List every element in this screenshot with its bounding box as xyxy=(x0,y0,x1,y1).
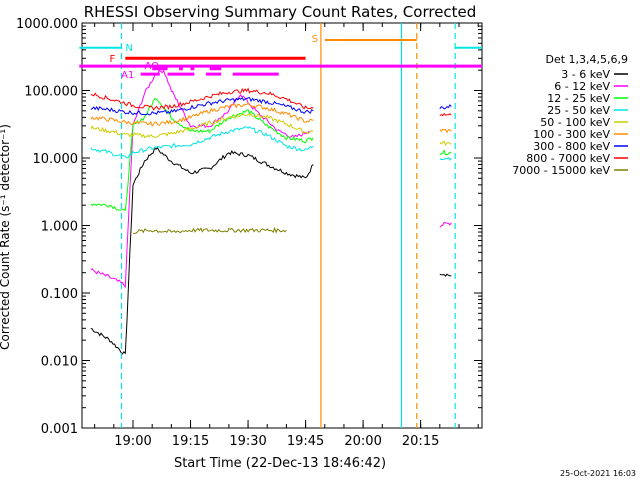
flag-overlays: N S F AO A1 xyxy=(79,23,482,428)
legend-label: 6 - 12 keV xyxy=(554,80,610,93)
flag-n-label: N xyxy=(125,43,132,54)
x-tick-label: 19:15 xyxy=(172,434,209,449)
flag-ao-label: AO xyxy=(145,61,160,72)
y-tick-label: 0.100 xyxy=(41,287,78,302)
x-axis-label: Start Time (22-Dec-13 18:46:42) xyxy=(174,456,386,471)
series-line xyxy=(90,87,314,111)
y-tick-label: 0.010 xyxy=(41,355,78,370)
series-line xyxy=(132,226,287,234)
legend-label: 50 - 100 keV xyxy=(540,116,610,129)
flag-f-label: F xyxy=(110,54,116,65)
series-line xyxy=(439,273,452,277)
data-series xyxy=(90,69,452,355)
series-line xyxy=(439,156,452,161)
series-1 xyxy=(90,69,452,289)
legend-label: 3 - 6 keV xyxy=(561,68,610,81)
flag-s-label: S xyxy=(312,34,318,45)
y-tick-label: 100.000 xyxy=(24,85,78,100)
x-tick-label: 19:45 xyxy=(287,434,324,449)
x-tick-label: 20:15 xyxy=(402,434,439,449)
x-tick-label: 20:00 xyxy=(344,434,381,449)
series-6 xyxy=(90,96,452,116)
series-line xyxy=(439,104,452,110)
series-7 xyxy=(90,87,452,117)
series-line xyxy=(90,112,314,139)
series-line xyxy=(439,140,452,147)
series-line xyxy=(90,147,314,355)
series-line xyxy=(439,149,452,156)
y-axis-label: Corrected Count Rate (s⁻¹ detector⁻¹) xyxy=(0,124,12,350)
flag-a1-label: A1 xyxy=(121,70,134,81)
x-tick-label: 19:00 xyxy=(114,434,151,449)
y-tick-label: 0.001 xyxy=(41,422,78,437)
series-4 xyxy=(90,112,452,147)
y-tick-label: 10.000 xyxy=(33,152,79,167)
legend-label: 12 - 25 keV xyxy=(547,92,610,105)
y-tick-label: 1000.000 xyxy=(16,17,78,32)
series-line xyxy=(439,221,452,228)
series-line xyxy=(439,128,452,134)
legend-label: 300 - 800 keV xyxy=(533,140,610,153)
chart-title: RHESSI Observing Summary Count Rates, Co… xyxy=(84,3,477,21)
footer-date: 25-Oct-2021 16:03 xyxy=(560,469,636,478)
y-tick-label: 1.000 xyxy=(41,220,78,235)
series-line xyxy=(439,112,452,117)
series-2 xyxy=(90,98,452,212)
legend-label: 7000 - 15000 keV xyxy=(512,164,610,177)
series-line xyxy=(90,96,314,116)
series-0 xyxy=(90,147,452,355)
legend-label: 800 - 7000 keV xyxy=(526,152,610,165)
legend-title: Det 1,3,4,5,6,9 xyxy=(545,53,628,66)
series-3 xyxy=(90,126,452,161)
series-line xyxy=(90,102,314,127)
series-5 xyxy=(90,102,452,134)
series-line xyxy=(90,98,314,212)
legend-label: 100 - 300 keV xyxy=(533,128,610,141)
series-8 xyxy=(132,226,287,234)
series-line xyxy=(90,69,310,289)
series-line xyxy=(90,126,314,159)
x-tick-label: 19:30 xyxy=(229,434,266,449)
legend-label: 25 - 50 keV xyxy=(547,104,610,117)
